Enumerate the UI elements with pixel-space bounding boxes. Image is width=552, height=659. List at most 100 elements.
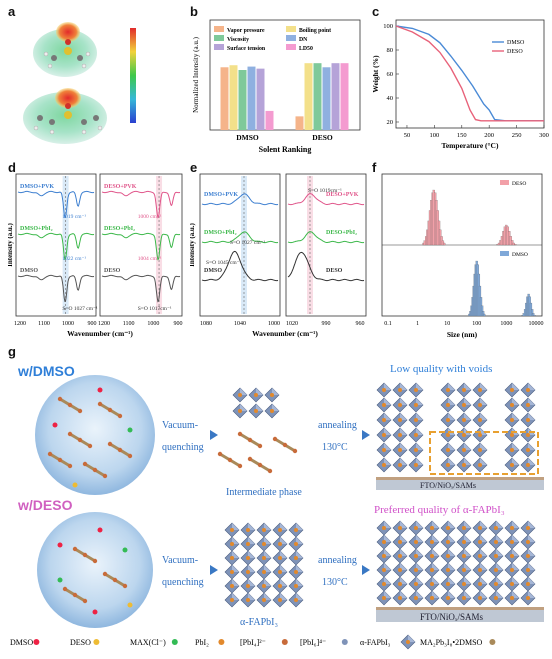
dmso-solution-molecules [46,387,134,488]
ftir-curve-label-left-2: DMSO [20,268,38,274]
dmso-film-crystals [376,382,539,475]
octahedron [504,442,520,458]
octahedron [472,576,488,592]
octahedron [520,520,536,536]
octahedron [240,536,256,552]
octahedron [408,548,424,564]
octahedron [408,442,424,458]
temperature-label-2: 130°C [322,577,348,588]
octahedron [376,548,392,564]
x-tick-label: 250 [512,132,522,139]
octahedron [376,412,392,428]
octahedron [488,534,504,550]
octahedron [408,397,424,413]
octahedron [424,576,440,592]
octahedron [520,457,536,473]
annealing-arrow-1 [310,430,370,440]
octahedron [472,412,488,428]
x-tick-label: 200 [484,132,494,139]
legend-icon-2 [171,639,178,645]
x-tick-label: 0.1 [384,321,392,327]
octahedron [392,562,408,578]
octahedron [520,576,536,592]
octahedron [256,564,272,580]
raman-curve-left-2 [201,250,279,282]
legend-swatch-dmso [500,251,509,256]
octahedron [408,590,424,606]
bar-dmso-4 [256,68,265,130]
legend-label-1: Boiling point [299,28,331,34]
scheme-legend: DMSO DESO MAX(Cl⁻) PbI₂ [PbI₄]²⁻ [PbI₆]⁴⁻ α-FA… [10,634,496,650]
octahedron [472,590,488,606]
dmso-large-size-bar [531,309,534,317]
bar-deso-3 [322,67,331,130]
raman-annotation-right-0: S=O 1019cm⁻¹ [308,188,342,194]
octahedron [376,457,392,473]
dmso-route-title: w/DMSO [17,363,75,379]
octahedron [424,548,440,564]
x-tick-label: 10000 [529,321,544,327]
octahedron [488,576,504,592]
octahedron [376,562,392,578]
plot-frame [209,19,361,131]
octahedron [392,576,408,592]
ftir-annotation-left-2: S=O 1027 cm⁻¹ [62,306,98,312]
legend-swatch-0 [214,26,224,32]
x-tick-label: 1020 [286,321,298,327]
dls-size-chart: 0.1 1 10 100 1000 10000 DESO DMSO Size (nm) [381,173,544,339]
octahedron [288,536,304,552]
octahedron [440,548,456,564]
octahedron [424,562,440,578]
octahedron [504,590,520,606]
octahedron [272,522,288,538]
octahedron [376,442,392,458]
panel-label-b: b [190,4,198,19]
molecule-esp-panel [23,22,136,144]
x-tick-label: 1000 [268,321,280,327]
octahedron [288,578,304,594]
octahedron [272,564,288,580]
tga-line-chart: 50 100 150 200 250 30020406080100Temperature … [371,19,549,150]
legend-text-2: MAX(Cl⁻) [130,638,166,647]
octahedron [240,592,256,608]
ftir-curve-label-left-1: DMSO+PbI₂ [20,226,53,232]
octahedron [472,520,488,536]
octahedron [504,534,520,550]
raman-curve-right-2 [287,251,365,282]
octahedron [456,427,472,443]
x-tick-label: 1 [416,321,419,327]
octahedron [456,576,472,592]
octahedron [256,550,272,566]
octahedron [520,427,536,443]
octahedron [392,427,408,443]
octahedron [520,548,536,564]
raman-curve-right-1 [287,231,365,244]
octahedron [392,397,408,413]
octahedron [488,562,504,578]
octahedron [440,520,456,536]
octahedron [440,590,456,606]
intermediate-phase-structure [216,387,299,475]
octahedron [224,550,240,566]
legend-text-4: [PbI₄]²⁻ [240,638,266,647]
octahedron [392,548,408,564]
octahedron [456,442,472,458]
octahedron [272,536,288,552]
annealing-label-1: annealing [318,420,357,431]
ftir-frame-right [99,173,183,317]
x-tick-label: 1200 [98,321,110,327]
x-tick-label: 1040 [234,321,246,327]
octahedron [240,522,256,538]
ftir-curve-label-right-2: DESO [104,268,121,274]
octahedron [272,578,288,594]
ftir-curve-label-right-1: DESO+PbI₂ [104,226,135,232]
legend-icon-5 [341,639,348,645]
octahedron [520,412,536,428]
solvent-property-bar-chart: Normalized Intensity (a.u.) Solent Rankin… [192,19,361,154]
raman-frame-left [199,173,281,317]
octahedron [472,562,488,578]
legend-swatch-1 [286,26,296,32]
octahedron [440,562,456,578]
raman-curve-left-1 [201,231,279,244]
ftir-curve-left-0 [17,190,95,219]
